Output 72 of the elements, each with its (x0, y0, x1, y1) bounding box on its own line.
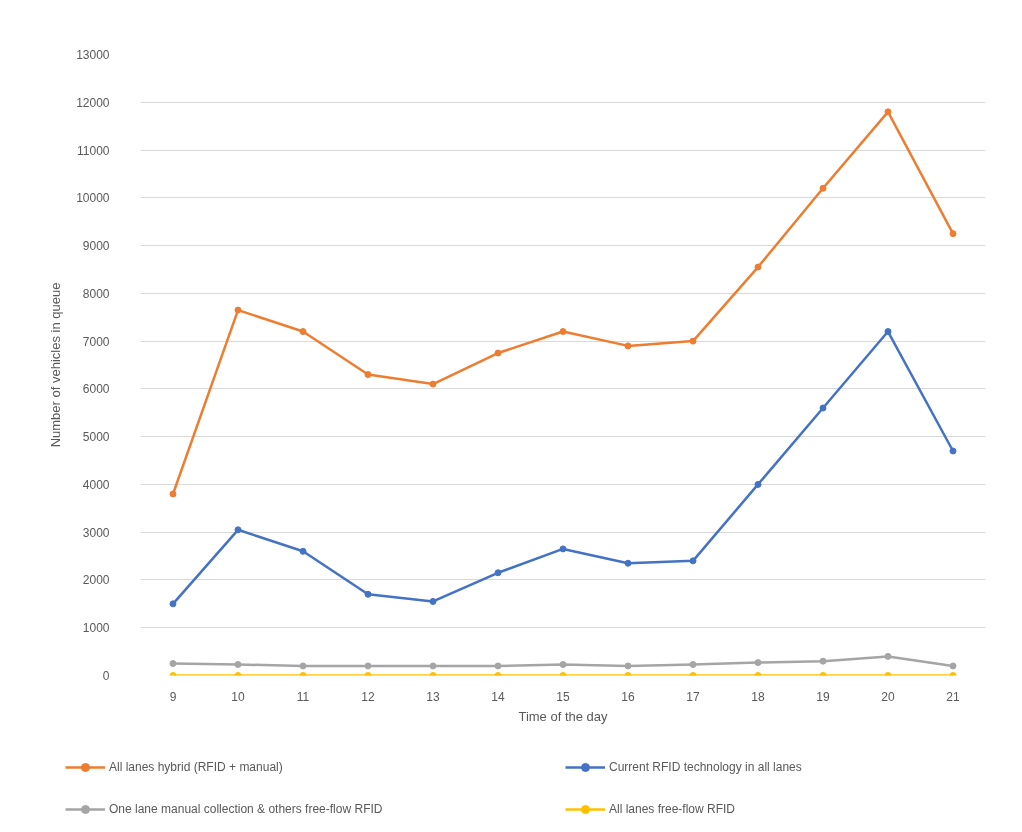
point (234, 306, 242, 314)
point (169, 600, 177, 608)
point (364, 590, 372, 598)
point (819, 657, 827, 665)
y-tick-label: 4000 (82, 477, 110, 492)
y-tick-label: 10000 (76, 191, 110, 206)
x-axis-title: Time of the day (518, 708, 609, 724)
point (494, 662, 502, 670)
point (819, 184, 827, 192)
y-tick-label: 6000 (82, 382, 110, 397)
x-tick-label: 21 (946, 689, 960, 704)
point (169, 660, 177, 668)
x-tick-label: 19 (816, 689, 830, 704)
point (494, 349, 502, 357)
point (234, 526, 242, 534)
point (494, 569, 502, 577)
y-tick-label: 5000 (82, 430, 110, 445)
x-tick-label: 18 (751, 689, 765, 704)
y-tick-label: 2000 (82, 573, 110, 588)
point (559, 328, 567, 336)
legend-label: All lanes free-flow RFID (609, 802, 737, 816)
point (299, 662, 307, 670)
point (429, 380, 437, 388)
x-tick-label: 16 (621, 689, 635, 704)
point (169, 490, 177, 498)
x-tick-label: 9 (169, 689, 177, 704)
point (949, 230, 957, 238)
point (559, 545, 567, 553)
y-tick-label: 8000 (82, 286, 110, 301)
y-tick-label: 0 (102, 669, 110, 683)
x-tick-label: 12 (361, 689, 375, 704)
point (624, 662, 632, 670)
legend-label: Current RFID technology in all lanes (609, 760, 803, 774)
point (754, 480, 762, 488)
point (624, 342, 632, 350)
point (624, 559, 632, 567)
x-tick-label: 13 (426, 689, 440, 704)
legend-label: All lanes hybrid (RFID + manual) (109, 760, 284, 774)
legend-label: One lane manual collection & others free-flow RFID (109, 802, 384, 816)
y-tick-label: 9000 (82, 239, 110, 254)
y-axis-title: Number of vehicles in queue (48, 282, 64, 448)
point (949, 662, 957, 670)
point (949, 447, 957, 455)
x-tick-label: 15 (556, 689, 570, 704)
y-tick-label: 3000 (82, 525, 110, 540)
point (429, 597, 437, 605)
point (884, 108, 892, 116)
point (689, 337, 697, 345)
point (299, 328, 307, 336)
x-tick-label: 10 (231, 689, 245, 704)
point (884, 652, 892, 660)
point (884, 328, 892, 336)
point (689, 661, 697, 669)
x-tick-label: 11 (296, 689, 310, 704)
y-tick-label: 11000 (77, 143, 110, 158)
point (689, 557, 697, 565)
x-tick-label: 17 (686, 689, 700, 704)
point (364, 662, 372, 670)
y-tick-label: 12000 (76, 95, 110, 110)
point (299, 547, 307, 555)
point (364, 371, 372, 379)
point (754, 263, 762, 271)
x-tick-label: 14 (491, 689, 505, 704)
point (234, 661, 242, 669)
y-tick-label: 1000 (82, 621, 110, 636)
point (429, 662, 437, 670)
point (559, 661, 567, 669)
y-tick-label: 7000 (82, 334, 110, 349)
y-tick-label: 13000 (76, 48, 110, 62)
x-tick-label: 20 (881, 689, 895, 704)
point (754, 659, 762, 667)
point (819, 404, 827, 412)
